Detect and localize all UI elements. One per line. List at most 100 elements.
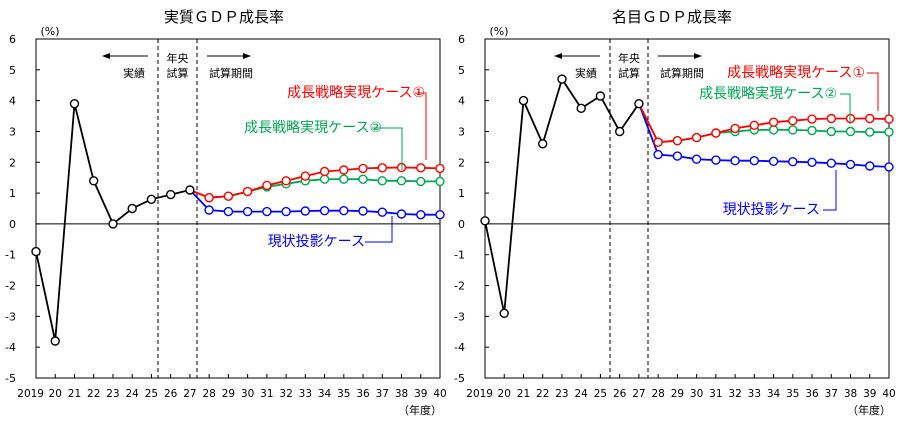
- x-tick-label: 38: [395, 388, 408, 400]
- x-tick-label: 24: [575, 388, 589, 400]
- actual-period-label: 実績: [123, 66, 145, 80]
- series-label: 成長戦略実現ケース①: [287, 85, 425, 101]
- y-tick-label: 2: [458, 156, 465, 169]
- x-tick-label: 28: [651, 388, 664, 400]
- data-point: [807, 125, 817, 136]
- data-point: [557, 74, 567, 84]
- y-tick-label: 4: [458, 95, 465, 108]
- x-tick-label: 31: [260, 388, 273, 400]
- x-tick-label: 20: [49, 388, 62, 400]
- x-tick-label: 39: [414, 388, 427, 400]
- data-point: [865, 113, 875, 124]
- y-tick-label: -5: [5, 372, 16, 385]
- y-tick-label: -1: [5, 249, 16, 262]
- data-point: [672, 135, 683, 146]
- x-tick-label: 31: [709, 388, 722, 400]
- y-unit-label: (%): [489, 25, 508, 38]
- data-point: [826, 158, 836, 168]
- x-tick-label: 36: [805, 388, 819, 400]
- data-point: [807, 157, 817, 168]
- estimate-label-line1: 年央: [167, 51, 189, 65]
- data-point: [749, 120, 759, 131]
- x-tick-label: 21: [68, 388, 81, 400]
- x-tick-label: 28: [202, 388, 215, 400]
- data-point: [185, 185, 195, 195]
- data-point: [281, 176, 291, 186]
- data-point: [865, 161, 875, 171]
- data-point: [339, 205, 349, 216]
- data-point: [319, 166, 330, 177]
- series-label: 成長戦略実現ケース②: [244, 120, 382, 136]
- data-point: [146, 194, 157, 205]
- data-point: [653, 149, 663, 160]
- estimate-label-line2: 試算: [618, 66, 640, 80]
- data-point: [319, 174, 330, 184]
- data-point: [845, 126, 856, 137]
- y-tick-label: -4: [5, 341, 16, 354]
- data-point: [730, 155, 740, 166]
- series-label-leader: [840, 93, 851, 124]
- data-point: [730, 123, 740, 134]
- projection-period-label: 試算期間: [209, 66, 253, 80]
- data-point: [884, 114, 894, 124]
- x-tick-label: 25: [145, 388, 158, 400]
- projection-period-label: 試算期間: [660, 66, 704, 80]
- data-point: [865, 127, 875, 137]
- x-tick-label: 29: [222, 388, 235, 400]
- x-tick-label: 29: [671, 388, 684, 400]
- actual-arrow-head: [554, 53, 562, 59]
- chart-title: 名目ＧＤＰ成長率: [612, 8, 732, 26]
- y-tick-label: 3: [458, 125, 465, 138]
- data-point: [262, 180, 272, 191]
- x-tick-label: 27: [183, 388, 196, 400]
- y-tick-label: 3: [9, 125, 16, 138]
- data-point: [768, 117, 779, 127]
- x-tick-label: 37: [825, 388, 838, 400]
- x-tick-label: 30: [690, 388, 703, 400]
- x-tick-label: 37: [376, 388, 389, 400]
- data-point: [377, 163, 387, 173]
- data-point: [768, 156, 779, 167]
- data-point: [435, 163, 445, 174]
- data-point: [788, 115, 798, 126]
- data-point: [31, 246, 41, 257]
- x-tick-label: 36: [356, 388, 370, 400]
- series-label: 成長戦略実現ケース②: [699, 86, 837, 102]
- data-point: [435, 209, 445, 220]
- plot-frame: [35, 38, 441, 379]
- x-tick-label: 33: [748, 388, 761, 400]
- data-point: [615, 126, 625, 137]
- actual-arrow-head: [102, 53, 110, 59]
- y-tick-label: -2: [454, 280, 465, 293]
- data-point: [358, 206, 368, 216]
- data-point: [416, 209, 426, 220]
- data-point: [358, 163, 368, 174]
- x-tick-label: 40: [882, 388, 895, 400]
- data-point: [165, 189, 176, 200]
- x-tick-label: 2019: [17, 388, 44, 400]
- y-tick-label: 6: [9, 33, 16, 46]
- series-label: 現状投影ケース: [268, 234, 365, 250]
- series-label: 成長戦略実現ケース①: [727, 65, 865, 81]
- data-point: [242, 186, 253, 197]
- x-tick-label: 35: [337, 388, 350, 400]
- plot-frame: [484, 38, 890, 379]
- data-point: [826, 126, 836, 137]
- y-unit-label: (%): [40, 25, 59, 38]
- data-point: [358, 174, 368, 184]
- data-point: [884, 162, 894, 172]
- data-point: [749, 155, 759, 166]
- data-point: [518, 95, 529, 106]
- projection-arrow-head: [243, 53, 251, 59]
- series-label-leader: [867, 72, 879, 111]
- data-point: [788, 156, 798, 167]
- data-point: [416, 163, 426, 173]
- data-point: [845, 159, 856, 170]
- y-tick-label: 2: [9, 156, 16, 169]
- data-point: [223, 206, 234, 217]
- series-line: [484, 76, 640, 314]
- data-point: [691, 154, 702, 164]
- data-point: [711, 155, 721, 165]
- data-point: [223, 191, 234, 201]
